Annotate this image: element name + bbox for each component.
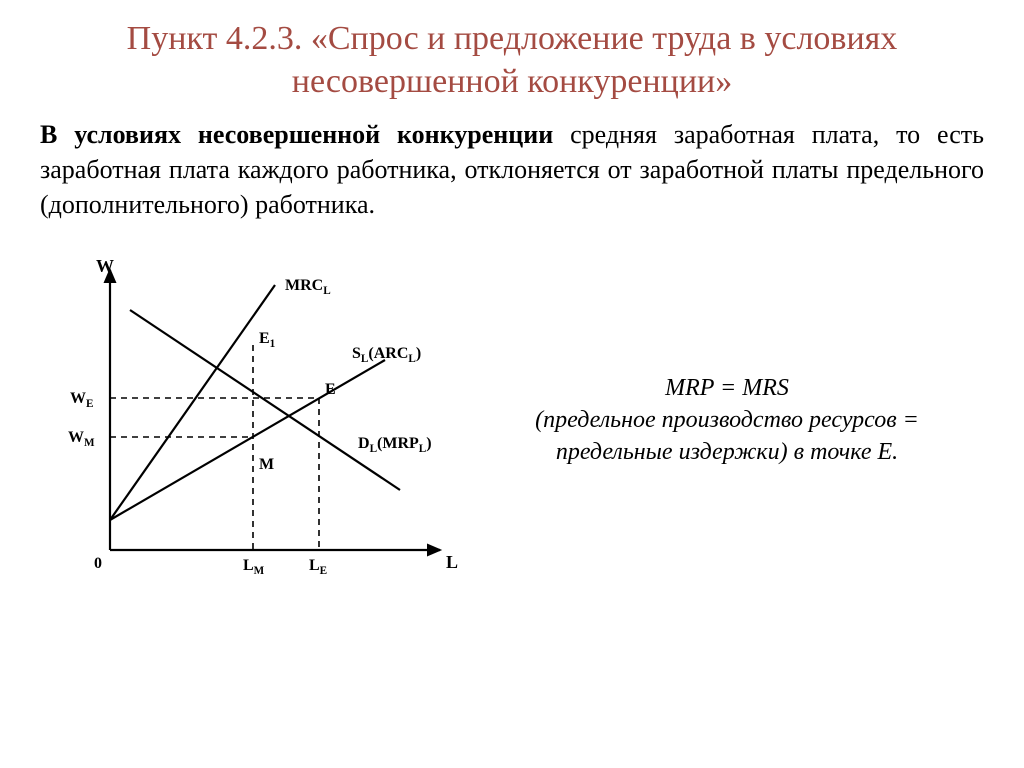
svg-text:WE: WE <box>70 390 93 410</box>
side-line-2: (предельное производство ресурсов = пред… <box>500 404 954 469</box>
slide-title: Пункт 4.2.3. «Спрос и предложение труда … <box>40 18 984 103</box>
side-line-1: MRP = MRS <box>500 372 954 404</box>
svg-text:E1: E1 <box>259 330 276 350</box>
svg-text:SL(ARCL): SL(ARCL) <box>352 345 421 365</box>
svg-text:0: 0 <box>94 555 102 572</box>
svg-text:DL(MRPL): DL(MRPL) <box>358 435 432 455</box>
svg-text:L: L <box>446 552 458 572</box>
svg-text:LE: LE <box>309 557 327 577</box>
svg-text:MRCL: MRCL <box>285 277 331 297</box>
svg-text:WM: WM <box>68 429 95 449</box>
svg-text:W: W <box>96 256 114 276</box>
content-row: W L 0 MRCL SL(ARCL) DL(MRPL) E1 E M WE WM LM LE MRP … <box>40 230 984 610</box>
side-note: MRP = MRS (предельное производство ресур… <box>500 372 984 469</box>
body-paragraph: В условиях несовершенной конкуренции сре… <box>40 117 984 222</box>
economics-chart: W L 0 MRCL SL(ARCL) DL(MRPL) E1 E M WE WM LM LE <box>40 230 480 610</box>
svg-text:M: M <box>259 456 274 473</box>
slide-container: Пункт 4.2.3. «Спрос и предложение труда … <box>0 0 1024 768</box>
svg-text:E: E <box>325 381 336 398</box>
paragraph-bold: В условиях несовершенной конкуренции <box>40 120 553 149</box>
svg-text:LM: LM <box>243 557 265 577</box>
